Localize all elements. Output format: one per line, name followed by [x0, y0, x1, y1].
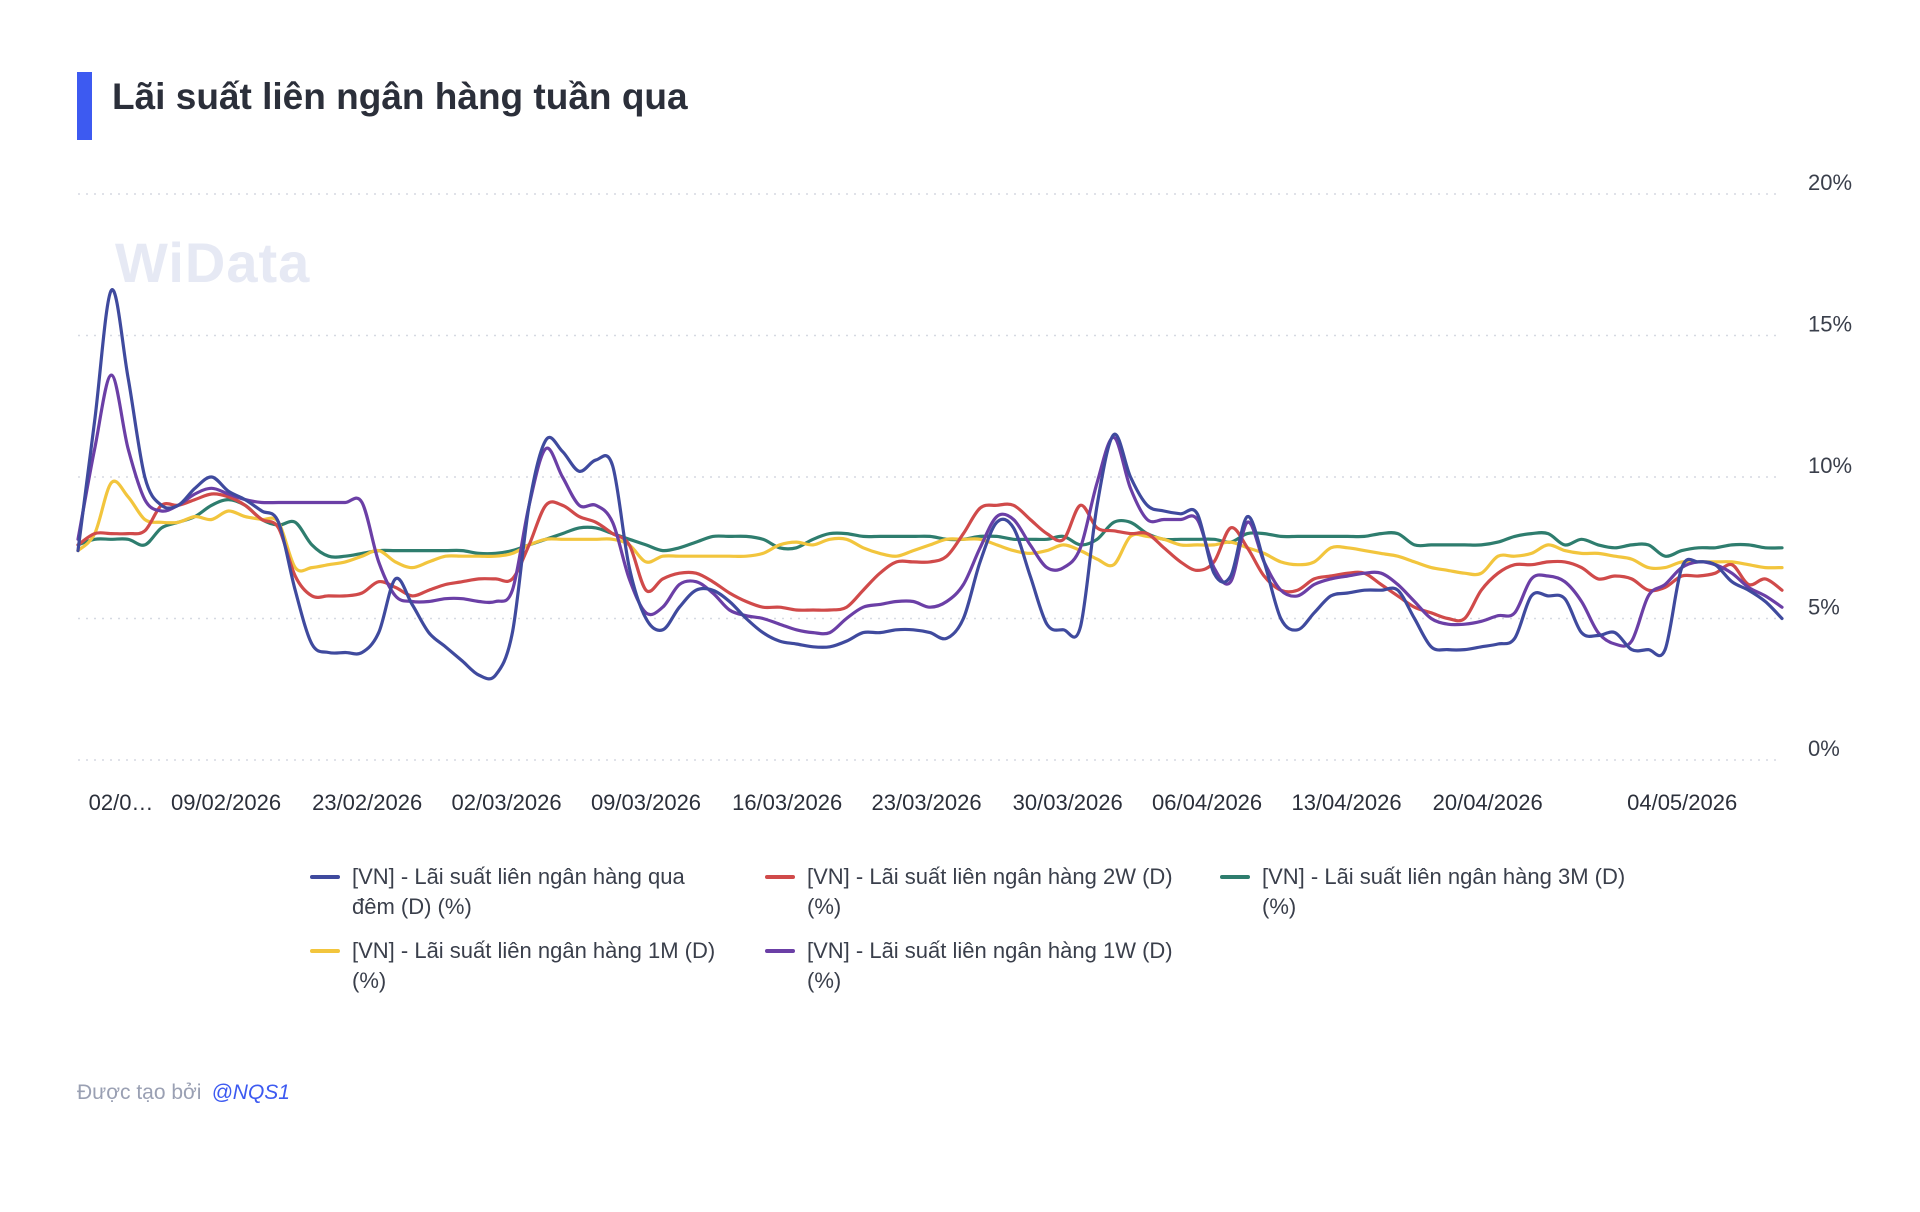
- series-line-2[interactable]: [76, 498, 1784, 559]
- x-tick-label: 09/03/2026: [591, 790, 701, 815]
- x-axis-ticks: 02/0… 09/02/2026 23/02/2026 02/03/2026 09/03…: [89, 790, 1738, 815]
- series-line-0[interactable]: [76, 288, 1784, 681]
- legend-swatch: [310, 875, 340, 879]
- legend-label: [VN] - Lãi suất liên ngân hàng 1W (D) (%…: [807, 938, 1173, 993]
- legend-item[interactable]: [VN] - Lãi suất liên ngân hàng 2W (D) (%…: [765, 862, 1185, 922]
- legend-swatch: [310, 949, 340, 953]
- legend-label: [VN] - Lãi suất liên ngân hàng 3M (D) (%…: [1262, 864, 1626, 919]
- legend-swatch: [765, 875, 795, 879]
- y-tick-label: 15%: [1808, 312, 1852, 337]
- x-tick-label: 23/03/2026: [872, 790, 982, 815]
- legend-swatch: [765, 949, 795, 953]
- series-line-4[interactable]: [76, 373, 1784, 648]
- x-tick-label: 02/03/2026: [452, 790, 562, 815]
- legend-item[interactable]: [VN] - Lãi suất liên ngân hàng 1W (D) (%…: [765, 936, 1185, 996]
- author-link[interactable]: @NQS1: [211, 1081, 290, 1104]
- grid-lines: [78, 193, 1782, 761]
- legend-label: [VN] - Lãi suất liên ngân hàng 1M (D) (%…: [352, 938, 716, 993]
- y-tick-label: 0%: [1808, 736, 1840, 761]
- page-title: Lãi suất liên ngân hàng tuần qua: [112, 76, 688, 117]
- x-tick-label: 04/05/2026: [1627, 790, 1737, 815]
- series-line-3[interactable]: [76, 479, 1784, 577]
- footer-credit: Được tạo bởi @NQS1: [77, 1081, 290, 1105]
- x-tick-label: 16/03/2026: [732, 790, 842, 815]
- legend-item[interactable]: [VN] - Lãi suất liên ngân hàng 3M (D) (%…: [1220, 862, 1640, 922]
- x-tick-label: 23/02/2026: [312, 790, 422, 815]
- legend-item[interactable]: [VN] - Lãi suất liên ngân hàng 1M (D) (%…: [310, 936, 730, 996]
- x-tick-label: 20/04/2026: [1433, 790, 1543, 815]
- x-tick-label: 09/02/2026: [171, 790, 281, 815]
- line-chart: 0%5%10%15%20% 02/0… 09/02/2026 23/02/2026 0…: [76, 170, 1852, 815]
- title-accent-bar: [77, 72, 92, 140]
- y-axis-ticks: 0% 5% 10% 15% 20%: [1808, 170, 1852, 761]
- x-tick-label: 06/04/2026: [1152, 790, 1262, 815]
- footer-prefix: Được tạo bởi: [77, 1081, 202, 1104]
- x-tick-label: 13/04/2026: [1291, 790, 1401, 815]
- watermark-logo: WiData: [115, 231, 311, 294]
- x-tick-label: 02/0…: [89, 790, 154, 815]
- legend-swatch: [1220, 875, 1250, 879]
- series-line-1[interactable]: [76, 492, 1784, 623]
- legend-label: [VN] - Lãi suất liên ngân hàng qua đêm (…: [352, 864, 685, 919]
- y-tick-label: 20%: [1808, 170, 1852, 195]
- legend-label: [VN] - Lãi suất liên ngân hàng 2W (D) (%…: [807, 864, 1173, 919]
- y-tick-label: 5%: [1808, 595, 1840, 620]
- series-lines: [76, 288, 1784, 681]
- y-tick-label: 10%: [1808, 453, 1852, 478]
- legend-item[interactable]: [VN] - Lãi suất liên ngân hàng qua đêm (…: [310, 862, 730, 922]
- x-tick-label: 30/03/2026: [1013, 790, 1123, 815]
